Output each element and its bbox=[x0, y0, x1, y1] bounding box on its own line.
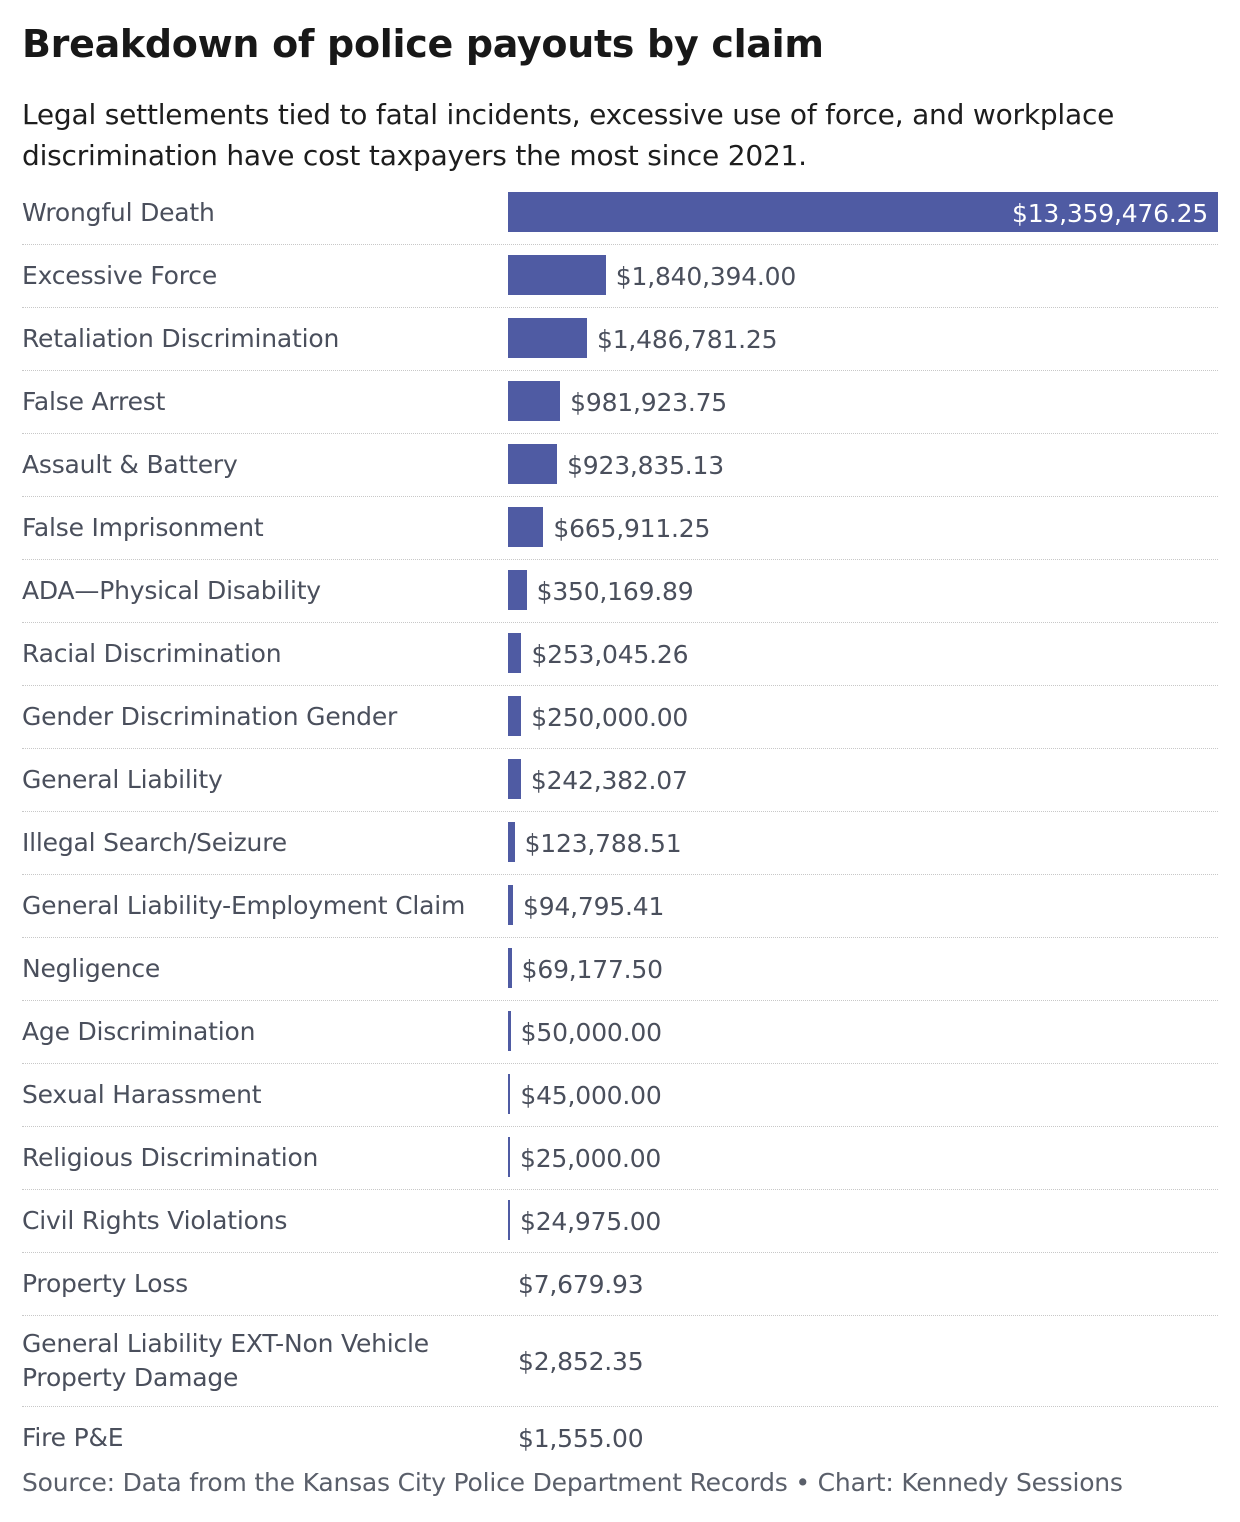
bar-row: Assault & Battery $923,835.13 bbox=[22, 434, 1218, 497]
category-label: Wrongful Death bbox=[22, 198, 215, 227]
bar bbox=[508, 318, 588, 358]
category-label: Illegal Search/Seizure bbox=[22, 828, 287, 857]
bar-row: Religious Discrimination $25,000.00 bbox=[22, 1127, 1218, 1190]
category-label: Excessive Force bbox=[22, 261, 218, 290]
bar bbox=[508, 885, 514, 925]
bar bbox=[508, 444, 558, 484]
bar-chart: Wrongful Death $13,359,476.25 Excessive Fo… bbox=[22, 182, 1218, 1469]
category-label: Fire P&E bbox=[22, 1423, 124, 1452]
category-label: General Liability-Employment Claim bbox=[22, 891, 466, 920]
bar bbox=[508, 1074, 511, 1114]
category-label: Age Discrimination bbox=[22, 1017, 256, 1046]
bar-row: ADA—Physical Disability $350,169.89 bbox=[22, 560, 1218, 623]
category-label: ADA—Physical Disability bbox=[22, 576, 321, 605]
category-label: Gender Discrimination Gender bbox=[22, 702, 398, 731]
value-label: $981,923.75 bbox=[570, 387, 728, 417]
value-label: $923,835.13 bbox=[567, 450, 724, 480]
value-label: $250,000.00 bbox=[531, 702, 689, 732]
bar bbox=[508, 759, 521, 799]
value-label: $7,679.93 bbox=[518, 1269, 644, 1299]
category-label: Racial Discrimination bbox=[22, 639, 282, 668]
bar bbox=[508, 696, 522, 736]
category-label: General Liability bbox=[22, 765, 223, 794]
bar-row: Gender Discrimination Gender $250,000.00 bbox=[22, 686, 1218, 749]
category-label: Property Loss bbox=[22, 1269, 188, 1298]
bar-row: Racial Discrimination $253,045.26 bbox=[22, 623, 1218, 686]
value-label: $1,555.00 bbox=[518, 1423, 644, 1453]
bar-row: General Liability-Employment Claim $94,79… bbox=[22, 875, 1218, 938]
value-label: $2,852.35 bbox=[518, 1346, 644, 1376]
chart-source: Source: Data from the Kansas City Police… bbox=[22, 1468, 1123, 1497]
bar bbox=[508, 570, 527, 610]
bar-row: Illegal Search/Seizure $123,788.51 bbox=[22, 812, 1218, 875]
value-label: $50,000.00 bbox=[520, 1017, 662, 1047]
value-label: $24,975.00 bbox=[520, 1206, 662, 1236]
category-label: False Imprisonment bbox=[22, 513, 264, 542]
value-label: $350,169.89 bbox=[536, 576, 694, 606]
bar bbox=[508, 1011, 511, 1051]
bar-row: Age Discrimination $50,000.00 bbox=[22, 1001, 1218, 1064]
bar-row: Wrongful Death $13,359,476.25 bbox=[22, 182, 1218, 245]
value-label: $242,382.07 bbox=[530, 765, 688, 795]
bar-row: Property Loss $7,679.93 bbox=[22, 1253, 1218, 1316]
bar-row: Retaliation Discrimination $1,486,781.25 bbox=[22, 308, 1218, 371]
bar bbox=[508, 948, 512, 988]
bar bbox=[508, 381, 561, 421]
bar bbox=[508, 255, 606, 295]
value-label: $25,000.00 bbox=[520, 1143, 662, 1173]
category-label: Assault & Battery bbox=[22, 450, 238, 479]
bar-row: False Imprisonment $665,911.25 bbox=[22, 497, 1218, 560]
category-label: Religious Discrimination bbox=[22, 1143, 319, 1172]
category-label: Retaliation Discrimination bbox=[22, 324, 340, 353]
bar bbox=[508, 633, 522, 673]
value-label: $253,045.26 bbox=[531, 639, 689, 669]
chart-title: Breakdown of police payouts by claim bbox=[22, 22, 824, 66]
bar bbox=[508, 1137, 510, 1177]
value-label: $1,840,394.00 bbox=[615, 261, 797, 291]
category-label: Negligence bbox=[22, 954, 161, 983]
bar-row: False Arrest $981,923.75 bbox=[22, 371, 1218, 434]
bar-row: Sexual Harassment $45,000.00 bbox=[22, 1064, 1218, 1127]
value-label: $123,788.51 bbox=[524, 828, 682, 858]
value-label: $13,359,476.25 bbox=[1011, 198, 1208, 228]
category-label: Civil Rights Violations bbox=[22, 1206, 288, 1235]
bar-row: Fire P&E $1,555.00 bbox=[22, 1407, 1218, 1469]
value-label: $45,000.00 bbox=[520, 1080, 662, 1110]
bar bbox=[508, 822, 515, 862]
value-label: $94,795.41 bbox=[523, 891, 665, 921]
category-label: General Liability EXT-Non Vehicle Proper… bbox=[22, 1329, 429, 1392]
bar bbox=[508, 507, 544, 547]
bar bbox=[508, 192, 1218, 232]
bar bbox=[508, 1200, 510, 1240]
value-label: $69,177.50 bbox=[521, 954, 663, 984]
category-label: Sexual Harassment bbox=[22, 1080, 262, 1109]
category-label: False Arrest bbox=[22, 387, 166, 416]
chart-subtitle: Legal settlements tied to fatal incident… bbox=[22, 98, 1115, 172]
value-label: $1,486,781.25 bbox=[597, 324, 778, 354]
bar-row: Excessive Force $1,840,394.00 bbox=[22, 245, 1218, 308]
bar-row: Civil Rights Violations $24,975.00 bbox=[22, 1190, 1218, 1253]
bar-row: General Liability EXT-Non Vehicle Proper… bbox=[22, 1316, 1218, 1407]
bar-row: Negligence $69,177.50 bbox=[22, 938, 1218, 1001]
value-label: $665,911.25 bbox=[553, 513, 711, 543]
bar-row: General Liability $242,382.07 bbox=[22, 749, 1218, 812]
